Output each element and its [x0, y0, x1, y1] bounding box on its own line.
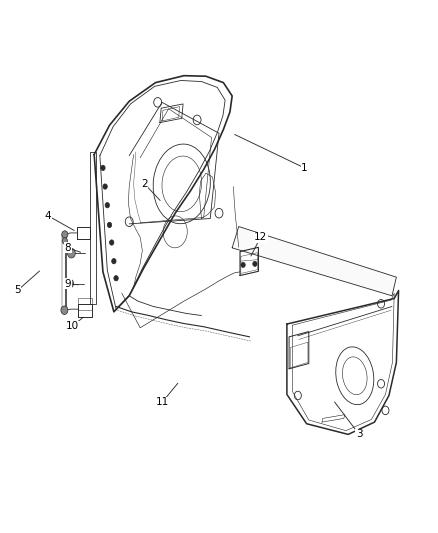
Text: 8: 8	[64, 243, 71, 253]
Circle shape	[241, 262, 245, 268]
Text: 12: 12	[254, 232, 267, 242]
Text: 9: 9	[64, 279, 71, 288]
Circle shape	[105, 203, 110, 208]
Circle shape	[101, 165, 105, 171]
Circle shape	[67, 248, 75, 258]
Circle shape	[112, 259, 116, 264]
Text: 3: 3	[356, 430, 363, 439]
Text: 11: 11	[155, 398, 169, 407]
Text: 1: 1	[301, 163, 308, 173]
Circle shape	[62, 231, 68, 238]
Circle shape	[114, 276, 118, 281]
Circle shape	[61, 306, 68, 314]
Circle shape	[110, 240, 114, 245]
Text: 2: 2	[141, 179, 148, 189]
Polygon shape	[232, 227, 396, 296]
Circle shape	[107, 222, 112, 228]
Text: 4: 4	[45, 211, 52, 221]
Circle shape	[62, 238, 67, 244]
Text: 5: 5	[14, 286, 21, 295]
Circle shape	[67, 279, 74, 288]
Circle shape	[253, 261, 257, 266]
Circle shape	[103, 184, 107, 189]
Text: 10: 10	[66, 321, 79, 331]
